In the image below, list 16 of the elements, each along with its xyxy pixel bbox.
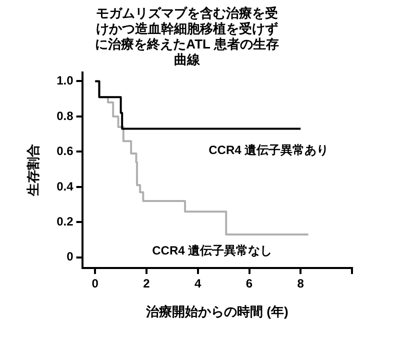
series-label: CCR4 遺伝子異常なし	[152, 243, 272, 258]
y-tick-label: 0	[66, 250, 74, 264]
y-tick-label: 0.4	[56, 179, 74, 194]
y-tick-label: 1.0	[56, 74, 74, 88]
y-tick-label: 0.2	[56, 214, 74, 228]
y-tick-label: 0.8	[56, 108, 74, 123]
x-tick-label: 2	[143, 276, 150, 291]
chart-title: モガムリズマブを含む治療を受けかつ造血幹細胞移植を受けずに治療を終えたATL 患者の生存曲線	[95, 5, 279, 68]
x-tick-label: 6	[246, 276, 253, 291]
y-axis-title: 生存割合	[25, 144, 40, 198]
x-tick-label: 8	[297, 276, 304, 291]
y-tick-label: 0.6	[56, 144, 74, 158]
x-tick-label: 4	[194, 276, 202, 291]
x-axis-title: 治療開始からの時間 (年)	[145, 304, 288, 319]
x-tick-label: 0	[92, 276, 99, 291]
series-label: CCR4 遺伝子異常あり	[208, 143, 329, 158]
